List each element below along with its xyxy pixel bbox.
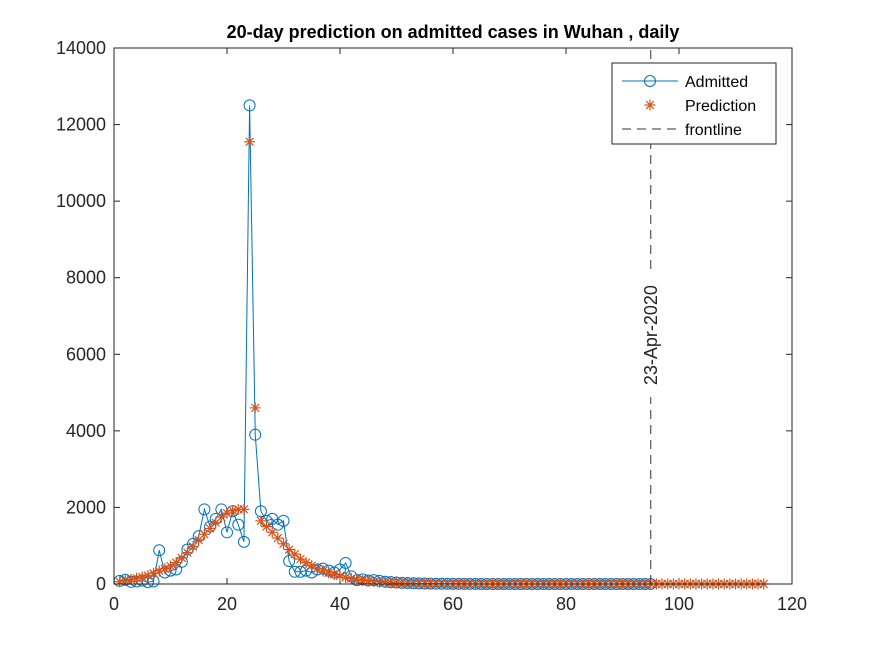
legend-box	[611, 62, 777, 145]
prediction-point	[351, 574, 363, 586]
y-tick-label: 0	[96, 574, 106, 594]
annotation-background	[647, 273, 660, 398]
asterisk-stroke	[228, 506, 237, 515]
x-tick-label: 120	[777, 594, 807, 614]
asterisk-stroke	[313, 564, 322, 573]
asterisk-stroke	[250, 403, 260, 413]
chart-title: 20-day prediction on admitted cases in W…	[227, 22, 680, 42]
y-tick-label: 12000	[56, 115, 106, 135]
prediction-point	[300, 557, 312, 569]
asterisk-stroke	[296, 554, 305, 564]
prediction-point	[176, 552, 188, 564]
annotation-layer: 23-Apr-2020	[641, 273, 661, 398]
x-axis: 0 20 40 60 80 100 120	[109, 48, 807, 614]
admitted-point	[283, 555, 296, 568]
asterisk-stroke	[171, 558, 181, 567]
y-axis: 0 2000 4000 6000 8000 10000 12000 14000	[56, 38, 792, 594]
prediction-point	[294, 553, 306, 565]
admitted-point	[221, 526, 233, 539]
admitted-point	[243, 99, 256, 112]
legend-label: frontline	[685, 122, 742, 139]
admitted-point	[277, 514, 290, 527]
asterisk-stroke	[324, 568, 334, 578]
legend-label: Admitted	[685, 74, 748, 91]
frontline-date-annotation: 23-Apr-2020	[641, 273, 661, 398]
prediction-point	[187, 540, 199, 552]
admitted-point	[232, 518, 245, 531]
prediction-point	[317, 565, 329, 577]
y-tick-label: 14000	[56, 38, 106, 58]
asterisk-stroke	[284, 545, 294, 554]
legend-item-frontline: frontline	[622, 122, 742, 139]
y-tick-label: 6000	[66, 344, 106, 364]
y-tick-label: 4000	[66, 421, 106, 441]
x-tick-label: 40	[330, 594, 350, 614]
asterisk-stroke	[273, 533, 283, 543]
prediction-point	[249, 402, 261, 414]
prediction-point	[323, 567, 335, 579]
admitted-point	[237, 535, 250, 548]
admitted-point	[339, 556, 352, 569]
x-tick-label: 20	[217, 594, 237, 614]
asterisk-stroke	[279, 539, 288, 549]
legend-item-admitted: Admitted	[622, 74, 748, 91]
legend: Admitted Prediction frontline	[611, 62, 777, 145]
asterisk-stroke	[126, 575, 136, 584]
y-tick-label: 8000	[66, 268, 106, 288]
plot-border	[113, 47, 793, 585]
asterisk-stroke	[335, 571, 345, 581]
admitted-point	[198, 503, 211, 516]
prediction-point	[244, 136, 256, 148]
series-layer	[113, 48, 770, 590]
prediction-point	[165, 560, 176, 572]
prediction-point	[215, 511, 227, 523]
prediction-point	[283, 544, 295, 556]
asterisk-stroke	[120, 576, 130, 585]
asterisk-stroke	[132, 573, 141, 583]
legend-marker	[644, 99, 656, 111]
asterisk-stroke	[245, 137, 254, 147]
asterisk-stroke	[188, 542, 198, 551]
asterisk-stroke	[330, 570, 339, 579]
prediction-point	[238, 503, 250, 515]
legend-label: Prediction	[685, 98, 756, 115]
asterisk-stroke	[256, 516, 266, 526]
legend-marker	[644, 75, 656, 87]
admitted-point	[153, 544, 166, 557]
asterisk-stroke	[217, 512, 226, 522]
asterisk-stroke	[262, 522, 271, 531]
legend-item-prediction: Prediction	[644, 98, 756, 115]
x-tick-label: 60	[443, 594, 463, 614]
prediction-point	[170, 557, 182, 569]
admitted-point	[249, 428, 262, 441]
x-tick-label: 100	[664, 594, 694, 614]
asterisk-stroke	[307, 561, 317, 570]
asterisk-stroke	[267, 528, 277, 537]
x-tick-label: 0	[109, 594, 119, 614]
asterisk-stroke	[166, 561, 175, 571]
asterisk-stroke	[645, 100, 655, 110]
asterisk-stroke	[301, 558, 311, 567]
prediction-point	[136, 571, 148, 583]
asterisk-stroke	[318, 566, 328, 576]
asterisk-stroke	[137, 572, 147, 582]
y-tick-label: 10000	[56, 191, 106, 211]
frontline-date-label: 23-Apr-2020	[641, 285, 661, 385]
y-tick-label: 2000	[66, 497, 106, 517]
x-tick-label: 80	[556, 594, 576, 614]
asterisk-stroke	[290, 549, 300, 559]
asterisk-stroke	[239, 505, 249, 514]
prediction-point	[306, 560, 318, 572]
